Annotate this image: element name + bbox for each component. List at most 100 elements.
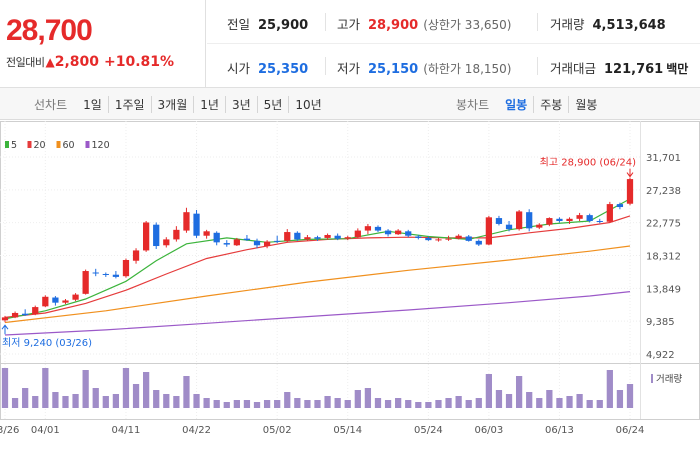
stat-value: 121,761 xyxy=(604,62,664,77)
divider xyxy=(537,13,538,31)
y-tick-label: 27,238 xyxy=(646,186,681,197)
volume-bar xyxy=(183,376,190,408)
period-1y[interactable]: 1년 xyxy=(193,95,225,113)
ma-20-line xyxy=(4,215,631,318)
period-3y[interactable]: 3년 xyxy=(224,95,257,113)
volume-bar xyxy=(314,400,321,408)
volume-bar xyxy=(596,400,603,408)
candle-body xyxy=(304,237,311,240)
volume-bar xyxy=(213,400,220,408)
volume-bar xyxy=(143,372,150,408)
legend-swatch xyxy=(56,141,61,148)
volume-bar xyxy=(384,400,392,408)
y-tick-label: 4,922 xyxy=(646,350,675,361)
volume-bar xyxy=(223,402,230,408)
candle-body xyxy=(505,224,513,230)
low-annotation: 최저 9,240 (03/26) xyxy=(2,337,92,349)
volume-bar xyxy=(173,396,180,408)
stat-value: 28,900 xyxy=(368,18,419,33)
x-tick-label: 05/02 xyxy=(263,425,292,436)
candle-body xyxy=(515,211,523,230)
candle-monthly[interactable]: 월봉 xyxy=(568,95,603,113)
candle-body xyxy=(606,204,613,222)
change-amount: 2,800 xyxy=(54,54,100,70)
y-tick-label: 13,849 xyxy=(646,284,681,295)
stat-volume: 거래량 4,513,648 xyxy=(550,14,666,33)
volume-bar xyxy=(425,402,432,408)
volume-bar xyxy=(556,398,563,408)
legend-swatch xyxy=(5,141,9,148)
stat-label: 전일 xyxy=(227,17,251,32)
volume-bar xyxy=(334,398,341,408)
candle-body xyxy=(485,217,492,245)
change-label: 전일대비 xyxy=(6,56,45,69)
candle-body xyxy=(374,226,382,231)
candle-body xyxy=(455,235,462,239)
period-5y[interactable]: 5년 xyxy=(256,95,289,113)
candle-body xyxy=(556,218,563,222)
candle-body xyxy=(626,179,634,204)
candle-body xyxy=(132,250,140,261)
candle-body xyxy=(42,296,49,307)
stats-row-2: 시가 25,350 저가 25,150 (하한가 18,150) 거래대금 121,76… xyxy=(207,44,700,88)
volume-bar xyxy=(1,368,9,408)
volume-bar xyxy=(576,394,583,408)
volume-bar xyxy=(153,390,160,408)
y-tick-label: 9,385 xyxy=(646,317,675,328)
candle-daily[interactable]: 일봉 xyxy=(505,97,528,112)
volume-bar xyxy=(203,398,210,408)
candle-body xyxy=(384,230,392,235)
up-arrow-icon: ▲ xyxy=(45,55,55,69)
volume-bar xyxy=(566,396,573,408)
candle-body xyxy=(364,226,372,231)
candle-body xyxy=(233,239,240,246)
candle-body xyxy=(435,239,442,241)
volume-bar xyxy=(42,368,49,408)
candle-body xyxy=(173,229,180,240)
period-3m[interactable]: 3개월 xyxy=(150,95,194,113)
volume-bar xyxy=(11,398,19,408)
legend-swatch xyxy=(27,141,32,148)
period-10y[interactable]: 10년 xyxy=(288,95,327,113)
volume-bar xyxy=(344,400,351,408)
candle-body xyxy=(344,237,351,239)
change-row: 전일대비▲2,800 +10.81% xyxy=(6,54,174,70)
candle-body xyxy=(243,238,251,241)
period-1d[interactable]: 1일 xyxy=(83,97,102,112)
stat-prev-close: 전일 25,900 xyxy=(227,14,308,33)
period-1w[interactable]: 1주일 xyxy=(107,95,151,113)
volume-bar xyxy=(526,392,533,408)
legend-label: 120 xyxy=(92,140,110,151)
candle-body xyxy=(546,218,553,225)
x-tick-label: 04/11 xyxy=(112,425,141,436)
volume-bar xyxy=(263,400,271,408)
volume-bar xyxy=(253,402,261,408)
candle-body xyxy=(465,236,472,241)
candle-body xyxy=(596,221,603,223)
volume-bar xyxy=(586,400,593,408)
candle-body xyxy=(183,212,190,231)
upper-limit: (상한가 33,650) xyxy=(423,18,512,32)
volume-bar xyxy=(52,392,59,408)
volume-bar xyxy=(132,384,140,408)
stat-label: 저가 xyxy=(337,61,361,76)
candle-body xyxy=(284,232,291,241)
volume-bar xyxy=(284,392,291,408)
volume-bar xyxy=(304,400,311,408)
candle-body xyxy=(253,240,261,246)
candle-chart-label: 봉차트 xyxy=(456,97,490,112)
y-tick-label: 31,701 xyxy=(646,153,681,164)
x-tick-label: 04/22 xyxy=(182,425,211,436)
stat-label: 거래량 xyxy=(550,17,585,32)
candle-body xyxy=(263,241,271,247)
candle-body xyxy=(445,238,452,240)
volume-bar xyxy=(22,388,29,408)
x-tick-label: 05/24 xyxy=(414,425,443,436)
stat-value: 4,513,648 xyxy=(592,18,666,33)
candle-body xyxy=(32,307,39,315)
candle-body xyxy=(354,230,361,238)
candle-weekly[interactable]: 주봉 xyxy=(533,95,568,113)
volume-bar xyxy=(294,398,301,408)
volume-bar xyxy=(616,390,624,408)
divider xyxy=(325,57,326,75)
